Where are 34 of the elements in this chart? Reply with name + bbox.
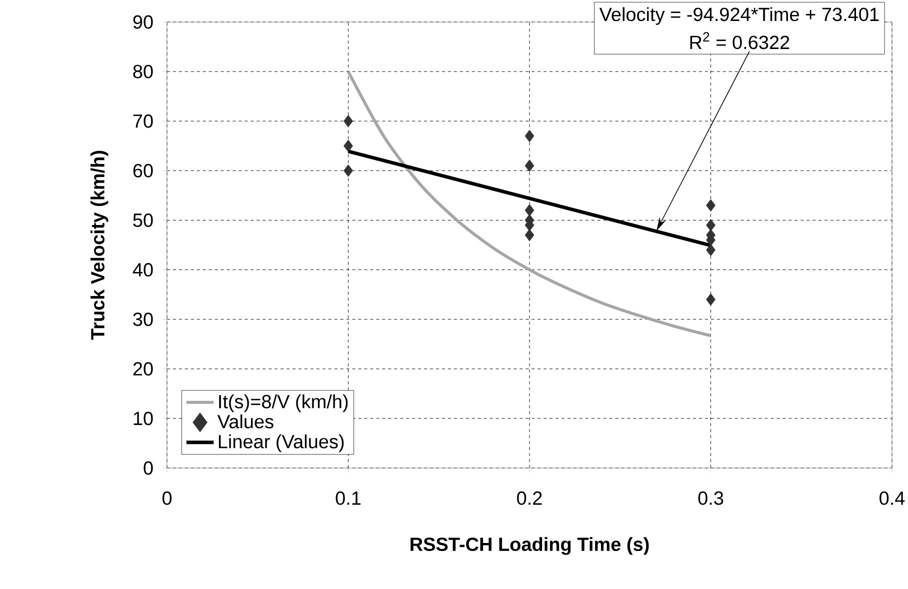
y-axis-title: Truck Velocity (km/h) [90, 150, 108, 340]
point [524, 130, 534, 142]
x-tick-label: 0 [162, 491, 172, 505]
legend-label: Linear (Values) [218, 434, 344, 452]
point [706, 244, 716, 256]
y-tick-label: 30 [133, 312, 153, 326]
line-series [346, 70, 712, 338]
point [524, 228, 534, 242]
legend-label: It(s)=8/V (km/h) [219, 394, 348, 412]
y-tick-label: 70 [133, 114, 153, 128]
y-tick-label: 20 [133, 362, 153, 376]
y-tick-label: 50 [133, 213, 153, 227]
annotation: R$^{2}$ = 0.6322 [690, 32, 790, 50]
y-tick-label: 90 [133, 15, 153, 29]
x-tick-label: 0.1 [336, 491, 361, 505]
point [344, 164, 353, 177]
x-tick-label: 0.2 [517, 491, 542, 505]
x-tick-label: 0.4 [880, 491, 905, 505]
point [706, 293, 716, 306]
point [524, 160, 534, 172]
point [706, 218, 716, 232]
legend-label: Values [217, 414, 274, 428]
y-tick-label: 80 [133, 64, 153, 78]
y-tick-label: 0 [144, 461, 153, 475]
y-tick-label: 10 [134, 412, 153, 426]
x-tick-label: 0.3 [698, 491, 724, 505]
y-tick-label: 60 [133, 164, 153, 178]
annotation: Velocity = -94.924*Time + 73.401 [599, 7, 879, 25]
point [706, 199, 716, 212]
point [344, 140, 353, 152]
point [524, 204, 534, 216]
y-tick-label: 40 [132, 263, 153, 276]
point [344, 114, 353, 128]
x-axis-title: RSST-CH Loading Time (s) [410, 537, 649, 555]
